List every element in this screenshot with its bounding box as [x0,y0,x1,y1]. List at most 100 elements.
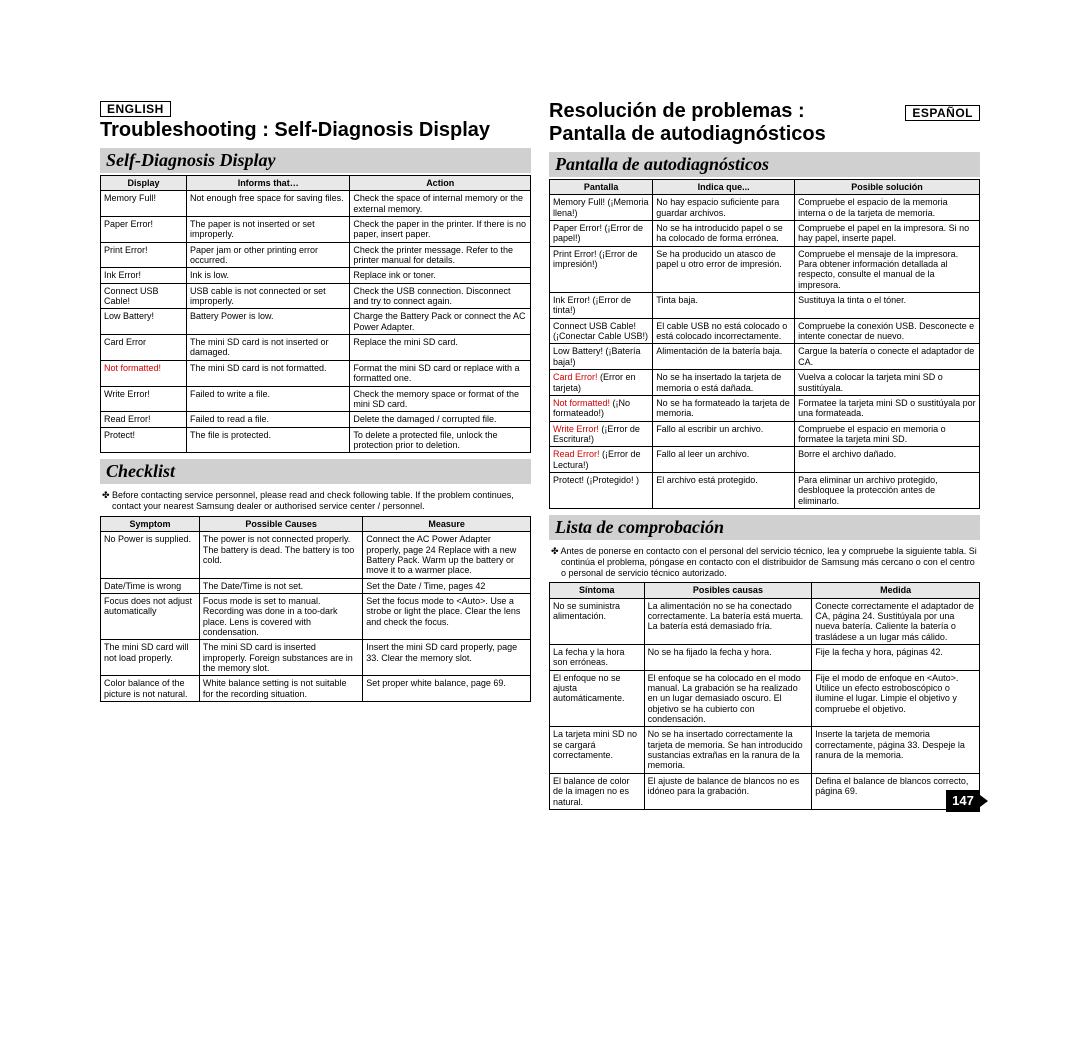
table-row: Protect! (¡Protegido! )El archivo está p… [550,472,980,508]
lang-english-label: ENGLISH [100,101,171,117]
table-cell: Paper Error! [101,217,187,243]
english-checklist-table: SymptomPossible CausesMeasureNo Power is… [100,516,531,702]
table-header: Informs that… [187,176,350,191]
table-cell: Write Error! [101,386,187,412]
table-row: Low Battery! (¡Batería baja!)Alimentació… [550,344,980,370]
table-cell: Battery Power is low. [187,309,350,335]
table-cell: Inserte la tarjeta de memoria correctame… [812,727,980,773]
table-cell: Compruebe el mensaje de la impresora. Pa… [795,246,980,292]
table-header: Display [101,176,187,191]
table-cell: Alimentación de la batería baja. [653,344,795,370]
table-cell: No se ha fijado la fecha y hora. [644,645,812,671]
table-cell: Protect! [101,427,187,453]
table-cell: Formatee la tarjeta mini SD o sustitúyal… [795,395,980,421]
table-cell: Date/Time is wrong [101,578,200,593]
spanish-column: Resolución de problemas : ESPAÑOL Pantal… [549,100,980,812]
table-cell: Color balance of the picture is not natu… [101,676,200,702]
table-cell: Card Error! (Error en tarjeta) [550,370,653,396]
table-cell: Set the Date / Time, pages 42 [363,578,531,593]
table-cell: Failed to write a file. [187,386,350,412]
table-cell: The mini SD card will not load properly. [101,640,200,676]
table-cell: Card Error [101,335,187,361]
table-cell: Ink Error! [101,268,187,283]
table-cell: No se ha insertado correctamente la tarj… [644,727,812,773]
table-cell: USB cable is not connected or set improp… [187,283,350,309]
table-cell: Focus does not adjust automatically [101,593,200,639]
table-cell: Write Error! (¡Error de Escritura!) [550,421,653,447]
table-row: El enfoque no se ajusta automáticamente.… [550,670,980,727]
table-cell: Borre el archivo dañado. [795,447,980,473]
table-cell: Set the focus mode to <Auto>. Use a stro… [363,593,531,639]
table-cell: Failed to read a file. [187,412,350,427]
table-cell: The mini SD card is not inserted or dama… [187,335,350,361]
table-cell: Cargue la batería o conecte el adaptador… [795,344,980,370]
table-cell: Charge the Battery Pack or connect the A… [350,309,531,335]
table-header: Measure [363,516,531,531]
table-row: Connect USB Cable!USB cable is not conne… [101,283,531,309]
english-column: ENGLISH Troubleshooting : Self-Diagnosis… [100,100,531,812]
table-row: Date/Time is wrongThe Date/Time is not s… [101,578,531,593]
table-cell: La alimentación no se ha conectado corre… [644,598,812,644]
table-cell: The paper is not inserted or set imprope… [187,217,350,243]
spanish-checklist-note: ✤ Antes de ponerse en contacto con el pe… [561,546,980,578]
table-row: Read Error!Failed to read a file.Delete … [101,412,531,427]
table-cell: Check the space of internal memory or th… [350,191,531,217]
table-cell: Not formatted! [101,360,187,386]
table-row: Paper Error! (¡Error de papel!)No se ha … [550,221,980,247]
english-checklist-note: ✤ Before contacting service personnel, p… [112,490,531,512]
table-cell: The file is protected. [187,427,350,453]
english-section2-title: Checklist [100,459,531,484]
table-cell: El archivo está protegido. [653,472,795,508]
table-header: Pantalla [550,180,653,195]
english-selfdiag-table: DisplayInforms that…ActionMemory Full!No… [100,175,531,453]
spanish-selfdiag-table: PantallaIndica que...Posible solución Mem… [549,179,980,509]
table-cell: Format the mini SD card or replace with … [350,360,531,386]
table-cell: Low Battery! (¡Batería baja!) [550,344,653,370]
table-cell: Connect the AC Power Adapter properly, p… [363,532,531,578]
table-cell: Sustituya la tinta o el tóner. [795,293,980,319]
table-cell: The power is not connected properly. The… [199,532,362,578]
table-header: Indica que... [653,180,795,195]
lang-spanish-label: ESPAÑOL [905,105,980,121]
table-row: Paper Error!The paper is not inserted or… [101,217,531,243]
table-header: Symptom [101,516,200,531]
table-cell: Replace the mini SD card. [350,335,531,361]
table-cell: To delete a protected file, unlock the p… [350,427,531,453]
table-cell: Low Battery! [101,309,187,335]
table-cell: Memory Full! (¡Memoria llena!) [550,195,653,221]
table-cell: Fallo al escribir un archivo. [653,421,795,447]
table-cell: Compruebe el espacio en memoria o format… [795,421,980,447]
table-cell: Protect! (¡Protegido! ) [550,472,653,508]
table-cell: Fije la fecha y hora, páginas 42. [812,645,980,671]
table-cell: La fecha y la hora son erróneas. [550,645,645,671]
table-row: Print Error! (¡Error de impresión!)Se ha… [550,246,980,292]
table-row: La fecha y la hora son erróneas.No se ha… [550,645,980,671]
table-cell: Para eliminar un archivo protegido, desb… [795,472,980,508]
page-number-badge: 147 [946,790,980,812]
table-cell: No Power is supplied. [101,532,200,578]
table-cell: Compruebe el papel en la impresora. Si n… [795,221,980,247]
table-cell: Delete the damaged / corrupted file. [350,412,531,427]
table-row: No Power is supplied.The power is not co… [101,532,531,578]
page-number-container: 147 [549,790,980,812]
table-cell: Check the memory space or format of the … [350,386,531,412]
table-cell: Replace ink or toner. [350,268,531,283]
table-row: Memory Full!Not enough free space for sa… [101,191,531,217]
spanish-section1-title: Pantalla de autodiagnósticos [549,152,980,177]
table-row: Not formatted! (¡No formateado!)No se ha… [550,395,980,421]
table-cell: No se ha formateado la tarjeta de memori… [653,395,795,421]
spanish-section2-title: Lista de comprobación [549,515,980,540]
table-row: The mini SD card will not load properly.… [101,640,531,676]
table-cell: Check the printer message. Refer to the … [350,242,531,268]
table-cell: Not enough free space for saving files. [187,191,350,217]
table-header: Síntoma [550,583,645,598]
table-header: Possible Causes [199,516,362,531]
table-cell: Ink Error! (¡Error de tinta!) [550,293,653,319]
table-cell: Se ha producido un atasco de papel u otr… [653,246,795,292]
table-cell: The Date/Time is not set. [199,578,362,593]
table-header: Posible solución [795,180,980,195]
english-section1-title: Self-Diagnosis Display [100,148,531,173]
table-cell: Not formatted! (¡No formateado!) [550,395,653,421]
table-cell: Ink is low. [187,268,350,283]
table-row: Connect USB Cable! (¡Conectar Cable USB!… [550,318,980,344]
